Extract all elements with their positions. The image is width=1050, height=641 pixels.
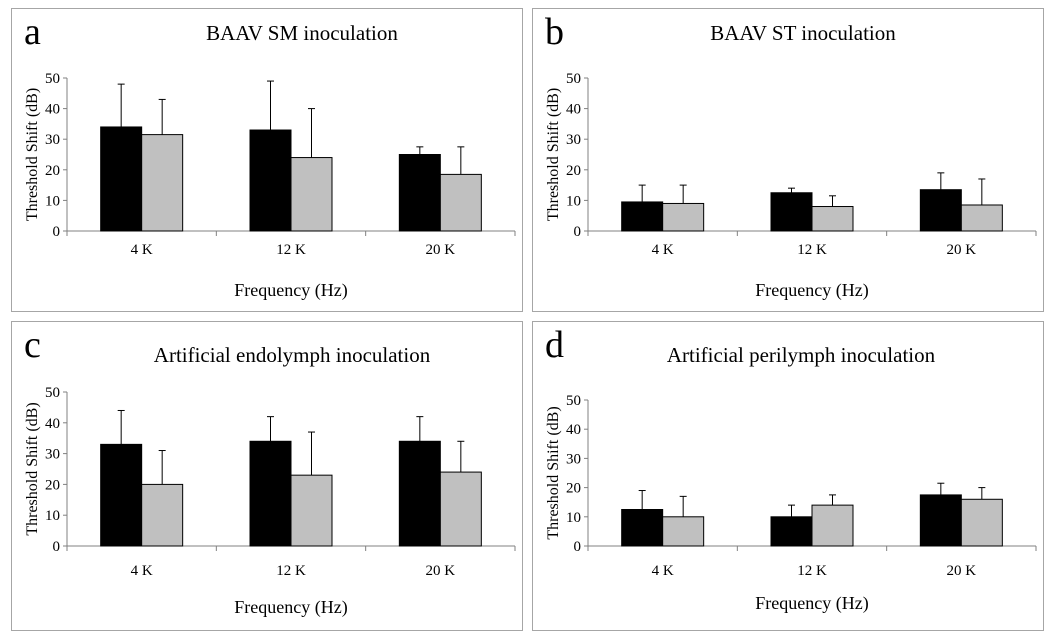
bar	[291, 158, 332, 231]
bar	[250, 130, 291, 231]
y-axis-title: Threshold Shift (dB)	[24, 402, 41, 535]
bar	[771, 517, 812, 546]
x-tick-label: 20 K	[947, 242, 977, 258]
x-tick-label: 20 K	[426, 242, 456, 258]
chart-panel-d: d Artificial perilymph inoculation Thresho…	[532, 321, 1044, 631]
chart-panel-a: a BAAV SM inoculation Threshold Shift (dB)…	[11, 8, 523, 312]
x-tick-label: 20 K	[947, 563, 977, 579]
panel-letter: b	[545, 11, 564, 53]
y-tick-label: 10	[566, 510, 581, 526]
y-tick-label: 10	[45, 508, 60, 524]
y-tick-label: 30	[566, 132, 581, 148]
x-tick-label: 4 K	[131, 563, 153, 579]
y-tick-label: 10	[45, 193, 60, 209]
bar	[961, 499, 1002, 546]
y-tick-label: 50	[566, 393, 581, 409]
y-tick-label: 40	[566, 422, 581, 438]
chart-a: a BAAV SM inoculation Threshold Shift (dB)…	[12, 9, 524, 313]
y-tick-label: 20	[566, 163, 581, 179]
x-tick-label: 12 K	[797, 563, 827, 579]
y-tick-label: 50	[45, 71, 60, 87]
y-tick-label: 20	[566, 481, 581, 497]
bar	[812, 207, 853, 231]
bar	[812, 505, 853, 546]
x-tick-label: 4 K	[131, 242, 153, 258]
bar	[142, 135, 183, 231]
panel-letter: a	[24, 11, 41, 53]
chart-title: Artificial endolymph inoculation	[154, 343, 431, 367]
x-tick-label: 12 K	[797, 242, 827, 258]
x-tick-label: 4 K	[652, 563, 674, 579]
bar	[440, 174, 481, 231]
y-axis-title: Threshold Shift (dB)	[545, 406, 562, 539]
panel-letter: d	[545, 324, 564, 366]
bar	[920, 190, 961, 231]
y-tick-label: 30	[45, 132, 60, 148]
bar	[961, 205, 1002, 231]
y-tick-label: 20	[45, 477, 60, 493]
x-tick-label: 4 K	[652, 242, 674, 258]
bar	[771, 193, 812, 231]
bar	[663, 517, 704, 546]
y-tick-label: 50	[45, 385, 60, 401]
y-tick-label: 50	[566, 71, 581, 87]
chart-title: Artificial perilymph inoculation	[667, 343, 936, 367]
chart-panel-b: b BAAV ST inoculation Threshold Shift (dB)…	[532, 8, 1044, 312]
chart-b: b BAAV ST inoculation Threshold Shift (dB)…	[533, 9, 1045, 313]
y-tick-label: 40	[45, 416, 60, 432]
y-tick-label: 0	[53, 539, 61, 555]
x-axis-title: Frequency (Hz)	[234, 280, 347, 301]
y-tick-label: 30	[45, 447, 60, 463]
x-tick-label: 12 K	[276, 563, 306, 579]
y-tick-label: 40	[45, 102, 60, 118]
bar	[250, 441, 291, 546]
chart-title: BAAV ST inoculation	[710, 21, 896, 45]
panel-letter: c	[24, 324, 41, 366]
x-tick-label: 12 K	[276, 242, 306, 258]
bar	[920, 495, 961, 546]
y-tick-label: 0	[574, 539, 582, 555]
y-tick-label: 10	[566, 193, 581, 209]
bar	[101, 444, 142, 546]
bar	[399, 155, 440, 232]
bar	[622, 202, 663, 231]
bar	[663, 203, 704, 231]
bar	[399, 441, 440, 546]
y-tick-label: 0	[574, 224, 582, 240]
bar	[142, 484, 183, 546]
chart-title: BAAV SM inoculation	[206, 21, 398, 45]
chart-panel-c: c Artificial endolymph inoculation Thresho…	[11, 321, 523, 631]
y-tick-label: 40	[566, 102, 581, 118]
x-axis-title: Frequency (Hz)	[755, 280, 868, 301]
y-tick-label: 30	[566, 451, 581, 467]
y-tick-label: 20	[45, 163, 60, 179]
x-tick-label: 20 K	[426, 563, 456, 579]
chart-d: d Artificial perilymph inoculation Thresho…	[533, 322, 1045, 632]
chart-c: c Artificial endolymph inoculation Thresho…	[12, 322, 524, 632]
x-axis-title: Frequency (Hz)	[234, 597, 347, 618]
y-tick-label: 0	[53, 224, 61, 240]
bar	[622, 510, 663, 547]
y-axis-title: Threshold Shift (dB)	[24, 88, 41, 221]
bar	[101, 127, 142, 231]
bar	[291, 475, 332, 546]
x-axis-title: Frequency (Hz)	[755, 593, 868, 614]
bar	[440, 472, 481, 546]
y-axis-title: Threshold Shift (dB)	[545, 88, 562, 221]
